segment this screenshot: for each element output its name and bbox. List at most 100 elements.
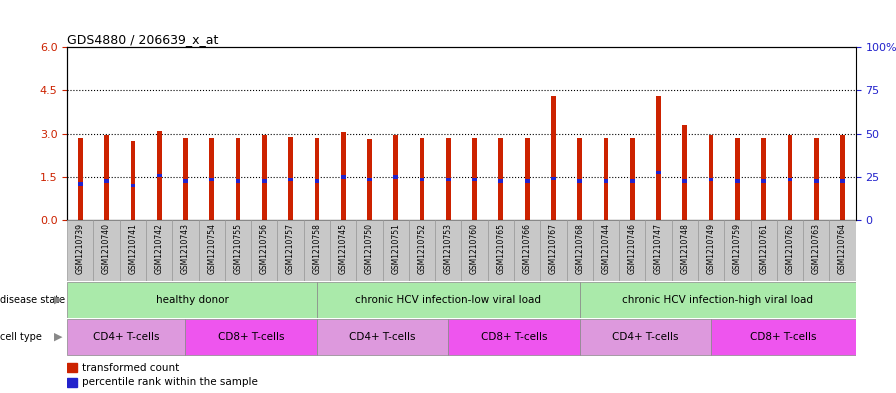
Bar [146, 220, 172, 281]
Text: transformed count: transformed count [82, 363, 179, 373]
Bar [367, 140, 372, 220]
Bar [67, 378, 77, 387]
Bar [672, 220, 698, 281]
Bar [711, 319, 856, 355]
Bar [120, 220, 146, 281]
Bar [317, 319, 448, 355]
Text: GSM1210741: GSM1210741 [128, 223, 137, 274]
Bar [724, 220, 751, 281]
Bar [185, 319, 317, 355]
Bar [314, 180, 319, 183]
Bar [735, 180, 740, 183]
Bar [777, 220, 803, 281]
Bar [803, 220, 830, 281]
Bar [93, 220, 120, 281]
Bar [619, 220, 645, 281]
Bar [577, 138, 582, 220]
Bar [393, 175, 398, 178]
Bar [157, 174, 161, 177]
Text: chronic HCV infection-high viral load: chronic HCV infection-high viral load [622, 295, 814, 305]
Bar [788, 135, 792, 220]
Bar [104, 180, 109, 183]
Bar [383, 220, 409, 281]
Bar [762, 138, 766, 220]
Bar [393, 135, 398, 220]
Text: GSM1210739: GSM1210739 [76, 223, 85, 274]
Bar [830, 220, 856, 281]
Bar [814, 138, 819, 220]
Text: disease state: disease state [0, 295, 65, 305]
Bar [225, 220, 251, 281]
Bar [409, 220, 435, 281]
Bar [199, 220, 225, 281]
Bar [367, 178, 372, 182]
Text: GSM1210743: GSM1210743 [181, 223, 190, 274]
Bar [210, 138, 214, 220]
Bar [514, 220, 540, 281]
Text: CD8+ T-cells: CD8+ T-cells [481, 332, 547, 342]
Text: GSM1210766: GSM1210766 [522, 223, 531, 274]
Text: GSM1210755: GSM1210755 [234, 223, 243, 274]
Text: CD4+ T-cells: CD4+ T-cells [349, 332, 416, 342]
Bar [551, 96, 556, 220]
Bar [840, 180, 845, 183]
Bar [751, 220, 777, 281]
Text: GSM1210744: GSM1210744 [601, 223, 610, 274]
Bar [157, 131, 161, 220]
Bar [551, 176, 556, 180]
Bar [472, 138, 477, 220]
Text: cell type: cell type [0, 332, 42, 342]
Bar [461, 220, 487, 281]
Text: GDS4880 / 206639_x_at: GDS4880 / 206639_x_at [67, 33, 219, 46]
Text: GSM1210747: GSM1210747 [654, 223, 663, 274]
Bar [67, 220, 93, 281]
Text: GSM1210752: GSM1210752 [418, 223, 426, 274]
Bar [698, 220, 724, 281]
Bar [525, 180, 530, 183]
Bar [78, 138, 82, 220]
Bar [278, 220, 304, 281]
Bar [340, 132, 346, 220]
Bar [446, 178, 451, 182]
Text: GSM1210764: GSM1210764 [838, 223, 847, 274]
Bar [340, 175, 346, 178]
Bar [183, 138, 188, 220]
Bar [683, 180, 687, 183]
Text: chronic HCV infection-low viral load: chronic HCV infection-low viral load [356, 295, 541, 305]
Text: GSM1210762: GSM1210762 [786, 223, 795, 274]
Bar [236, 180, 240, 183]
Bar [577, 180, 582, 183]
Bar [262, 135, 267, 220]
Text: GSM1210740: GSM1210740 [102, 223, 111, 274]
Text: CD8+ T-cells: CD8+ T-cells [218, 332, 284, 342]
Text: GSM1210760: GSM1210760 [470, 223, 479, 274]
Bar [472, 178, 477, 182]
Bar [487, 220, 514, 281]
Bar [251, 220, 278, 281]
Bar [656, 171, 661, 174]
Bar [840, 135, 845, 220]
Bar [330, 220, 357, 281]
Text: GSM1210742: GSM1210742 [155, 223, 164, 274]
Bar [317, 282, 580, 318]
Text: ▶: ▶ [55, 332, 63, 342]
Bar [683, 125, 687, 220]
Bar [446, 138, 451, 220]
Bar [762, 180, 766, 183]
Bar [67, 282, 317, 318]
Text: GSM1210754: GSM1210754 [207, 223, 216, 274]
Bar [435, 220, 461, 281]
Bar [498, 138, 504, 220]
Text: ▶: ▶ [55, 295, 63, 305]
Text: CD4+ T-cells: CD4+ T-cells [93, 332, 159, 342]
Text: GSM1210756: GSM1210756 [260, 223, 269, 274]
Bar [289, 136, 293, 220]
Text: GSM1210751: GSM1210751 [392, 223, 401, 274]
Bar [419, 178, 425, 182]
Bar [540, 220, 566, 281]
Bar [67, 319, 185, 355]
Bar [630, 138, 634, 220]
Text: GSM1210750: GSM1210750 [365, 223, 374, 274]
Bar [357, 220, 383, 281]
Bar [314, 138, 319, 220]
